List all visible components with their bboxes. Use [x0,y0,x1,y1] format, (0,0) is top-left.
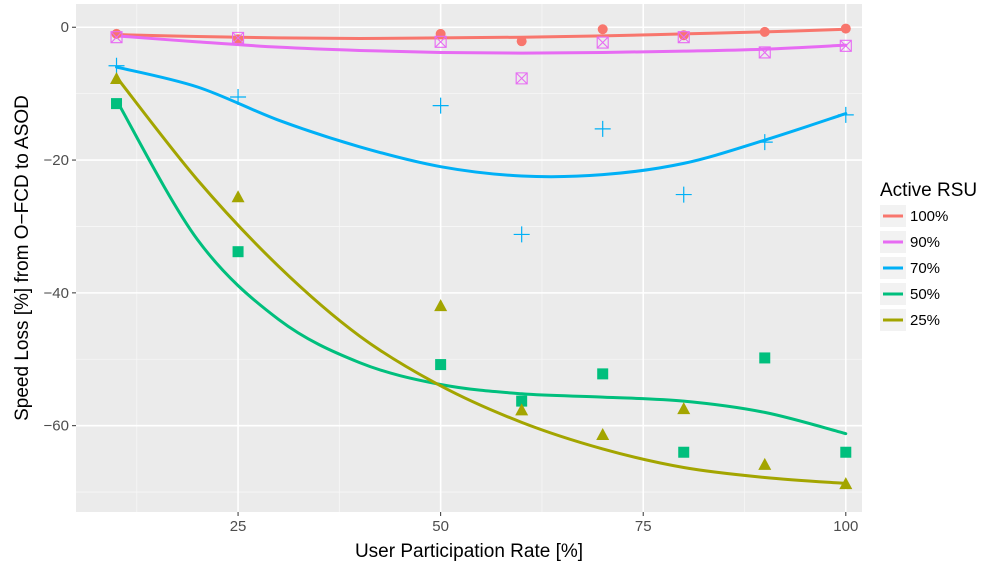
data-point-25pct [110,72,124,85]
legend-label: 50% [910,286,940,303]
data-point-100pct [516,36,527,47]
legend-item: 100% [880,205,948,227]
legend: Active RSU 100% 90% 70% 50% 25% [880,180,977,331]
data-point-50pct [435,359,447,371]
trend-line-25pct [115,75,848,485]
data-point-25pct [231,190,245,203]
trend-line-50pct [115,98,848,436]
data-point-70pct [837,106,854,123]
data-point-100pct [233,34,244,45]
data-point-90pct [758,46,771,59]
data-point-25pct [758,457,772,470]
data-point-50pct [232,246,244,258]
data-point-50pct [840,446,852,458]
data-point-25pct [677,402,691,415]
data-point-25pct [839,477,853,490]
data-point-100pct [435,28,446,39]
y-axis-ticks: 0 −20 −40 −60 [44,19,76,435]
data-point-90pct [110,31,123,44]
y-tick-label: −20 [44,152,69,169]
legend-item: 25% [880,309,940,331]
legend-label: 100% [910,208,948,225]
legend-label: 70% [910,260,940,277]
legend-label: 90% [910,234,940,251]
x-tick-label: 50 [432,518,449,535]
x-tick-label: 25 [230,518,247,535]
data-point-50pct [111,98,123,110]
data-point-100pct [759,26,770,37]
y-tick-label: 0 [61,19,69,36]
data-point-50pct [597,368,609,380]
legend-item: 70% [880,257,940,279]
trend-line-90pct [115,34,848,55]
data-point-90pct [677,31,690,44]
plot-panel [76,4,862,512]
data-point-70pct [756,134,773,151]
data-point-25pct [596,427,610,440]
grid-minor [76,4,862,512]
data-point-70pct [675,186,692,203]
data-point-90pct [515,72,528,85]
data-point-70pct [513,226,530,243]
x-tick-label: 75 [635,518,652,535]
data-point-50pct [516,395,528,407]
data-point-100pct [597,24,608,35]
y-tick-label: −60 [44,418,69,435]
legend-label: 25% [910,312,940,329]
data-point-90pct [596,36,609,49]
data-point-90pct [434,35,447,48]
x-axis-title: User Participation Rate [%] [355,541,583,562]
legend-title: Active RSU [880,180,977,201]
data-point-50pct [678,446,690,458]
data-point-70pct [594,120,611,137]
data-point-100pct [840,23,851,34]
data-points [108,23,854,490]
legend-item: 50% [880,283,940,305]
data-point-100pct [678,30,689,41]
data-point-70pct [108,57,125,74]
y-axis-title: Speed Loss [%] from O−FCD to ASOD [12,95,33,421]
data-point-25pct [434,299,448,312]
y-tick-label: −40 [44,285,69,302]
data-point-50pct [759,352,771,364]
legend-item: 90% [880,231,940,253]
data-point-70pct [230,88,247,105]
data-point-70pct [432,97,449,114]
data-point-25pct [515,403,529,416]
data-point-90pct [839,39,852,52]
grid-major [76,4,862,512]
x-axis-ticks: 25 50 75 100 [230,512,858,535]
x-tick-label: 100 [833,518,858,535]
data-point-90pct [232,31,245,44]
